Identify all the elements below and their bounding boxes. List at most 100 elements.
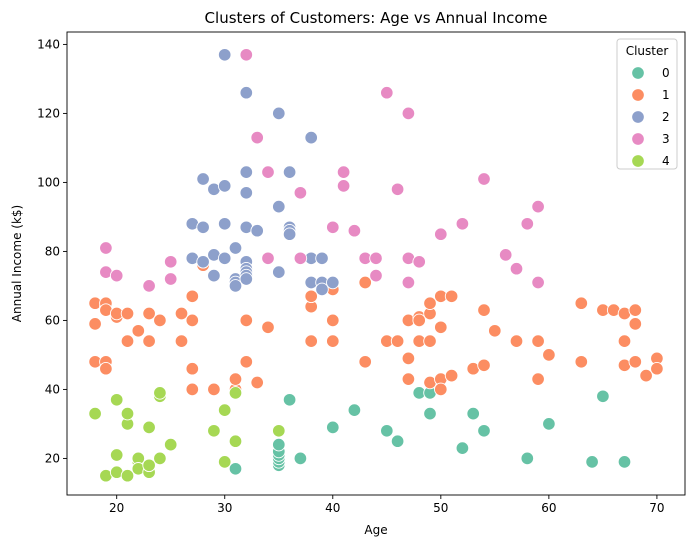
cluster-4-point	[163, 437, 178, 452]
cluster-1-point	[574, 296, 589, 310]
cluster-1-point	[434, 382, 448, 397]
cluster-0-point	[585, 455, 599, 469]
legend-marker	[631, 132, 645, 146]
cluster-2-point	[315, 251, 329, 266]
y-tick-label: 100	[37, 175, 60, 189]
y-tick-label: 80	[45, 244, 60, 258]
cluster-1-point	[531, 372, 545, 386]
cluster-4-point	[217, 455, 232, 469]
y-tick-label: 120	[37, 106, 60, 120]
cluster-2-point	[272, 265, 286, 279]
legend-marker	[631, 88, 645, 102]
cluster-1-point	[628, 355, 643, 369]
cluster-4-point	[142, 420, 156, 435]
cluster-4-point	[228, 386, 243, 400]
cluster-0-point	[596, 389, 610, 404]
cluster-3-point	[369, 251, 383, 266]
cluster-3-point	[369, 268, 383, 283]
cluster-3-point	[347, 223, 362, 238]
cluster-0-point	[282, 393, 297, 407]
cluster-0-point	[228, 462, 243, 476]
cluster-0-point	[455, 441, 470, 455]
cluster-3-point	[336, 165, 351, 179]
cluster-4-point	[217, 403, 232, 417]
y-axis-ticks: 20 40 60 80 100 120 140	[37, 37, 67, 465]
cluster-1-point	[185, 361, 200, 376]
cluster-2-point	[272, 199, 286, 214]
x-tick-label: 50	[433, 501, 448, 515]
cluster-2-point	[239, 85, 254, 100]
cluster-2-point	[250, 223, 264, 238]
cluster-1-point	[131, 324, 146, 338]
cluster-2-point	[304, 130, 318, 145]
cluster-1-point	[88, 317, 102, 331]
legend-title: Cluster	[626, 44, 669, 58]
cluster-3-point	[163, 255, 178, 269]
chart-title: Clusters of Customers: Age vs Annual Inc…	[205, 9, 548, 27]
cluster-0-point	[293, 451, 308, 466]
y-tick-label: 140	[37, 37, 60, 51]
cluster-1-point	[174, 334, 189, 348]
cluster-2-point	[196, 172, 210, 186]
x-axis-title: Age	[364, 523, 387, 537]
legend-label: 3	[662, 132, 670, 146]
x-tick-label: 20	[109, 501, 124, 515]
cluster-1-point	[261, 320, 275, 335]
cluster-1-point	[401, 351, 416, 366]
cluster-1-point	[617, 334, 632, 348]
cluster-1-point	[488, 324, 502, 338]
cluster-4-point	[88, 406, 102, 421]
cluster-1-point	[358, 275, 372, 290]
cluster-1-point	[390, 334, 405, 348]
cluster-3-point	[380, 85, 394, 100]
legend-marker	[631, 66, 645, 80]
cluster-4-point	[153, 386, 167, 400]
cluster-1-point	[239, 355, 254, 369]
y-tick-label: 20	[45, 451, 60, 465]
x-tick-label: 40	[325, 501, 340, 515]
x-tick-label: 30	[217, 501, 232, 515]
cluster-1-point	[142, 306, 156, 321]
cluster-3-point	[163, 272, 178, 286]
cluster-0-point	[272, 437, 286, 452]
x-tick-label: 70	[649, 501, 664, 515]
cluster-3-point	[239, 48, 254, 62]
cluster-3-point	[293, 186, 308, 200]
cluster-4-point	[120, 406, 135, 421]
cluster-1-point	[358, 355, 372, 369]
legend: Cluster 0 1 2 3 4	[616, 38, 678, 170]
cluster-3-point	[142, 279, 156, 293]
cluster-4-point	[272, 424, 286, 438]
cluster-1-point	[326, 313, 340, 328]
cluster-2-point	[217, 179, 232, 193]
cluster-4-point	[142, 458, 156, 473]
legend-label: 4	[662, 154, 670, 168]
cluster-3-point	[455, 217, 470, 231]
y-axis-title: Annual Income (k$)	[10, 205, 24, 322]
cluster-1-point	[542, 348, 556, 362]
cluster-1-point	[228, 372, 243, 386]
cluster-2-point	[217, 217, 232, 231]
cluster-1-point	[444, 289, 459, 304]
cluster-3-point	[250, 130, 264, 145]
cluster-1-point	[326, 334, 340, 348]
cluster-3-point	[498, 248, 513, 262]
legend-label: 0	[662, 66, 670, 80]
x-axis-ticks: 20 30 40 50 60 70	[109, 495, 665, 515]
cluster-4-point	[207, 424, 221, 438]
cluster-0-point	[520, 451, 535, 466]
cluster-0-point	[466, 406, 480, 421]
cluster-0-point	[617, 455, 632, 469]
cluster-1-point	[99, 361, 113, 376]
cluster-1-point	[250, 375, 264, 390]
legend-label: 1	[662, 88, 670, 102]
cluster-3-point	[531, 199, 545, 214]
cluster-4-point	[153, 451, 167, 466]
cluster-1-point	[509, 334, 524, 348]
cluster-2-point	[239, 165, 254, 179]
cluster-3-point	[261, 251, 275, 266]
cluster-1-point	[650, 361, 664, 376]
cluster-3-point	[412, 255, 426, 269]
cluster-3-point	[401, 106, 416, 121]
cluster-0-point	[347, 403, 362, 417]
